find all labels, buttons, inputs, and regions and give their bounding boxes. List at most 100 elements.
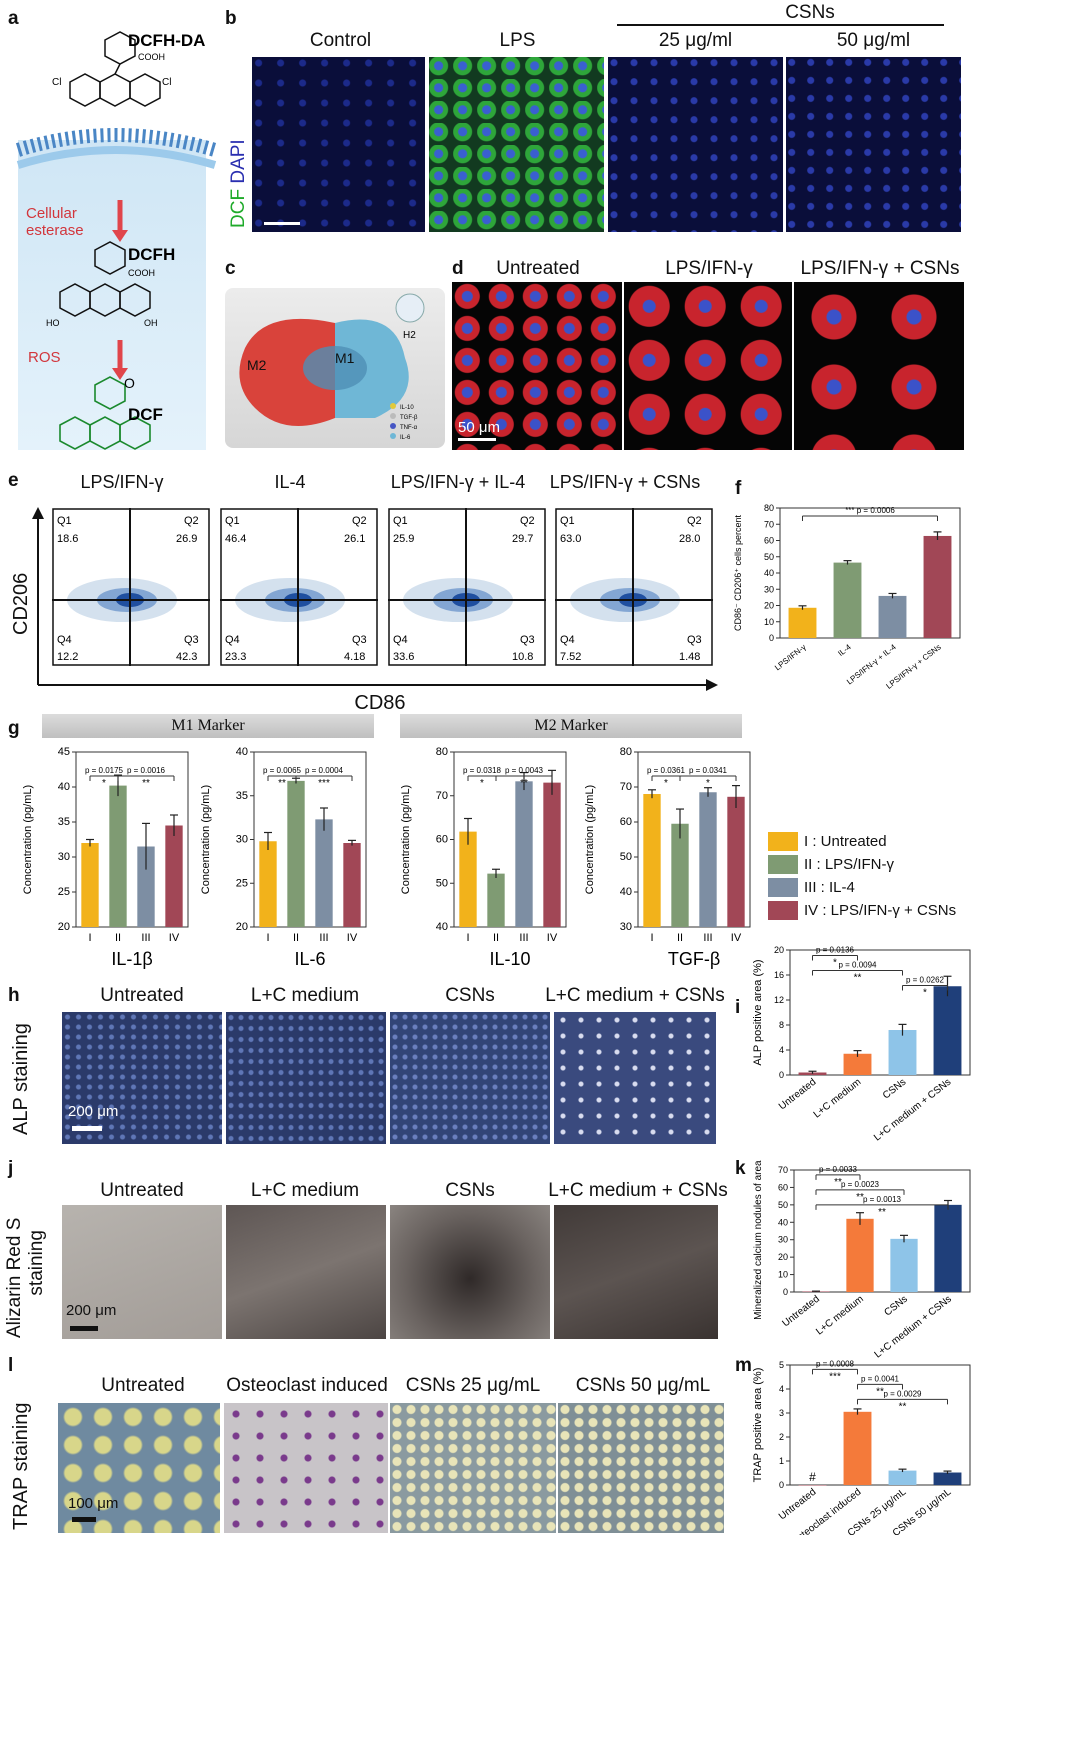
fluor-image-csns-50 bbox=[786, 57, 961, 232]
sig-stars: * bbox=[102, 778, 106, 789]
csns-header: CSNs bbox=[785, 2, 835, 23]
x-axis-label: IL-1β bbox=[111, 949, 152, 969]
quadrant-value: 63.0 bbox=[560, 533, 581, 545]
quadrant-value: 28.0 bbox=[679, 533, 700, 545]
cl-label: Cl bbox=[52, 77, 61, 88]
x-tick-label: Untreated bbox=[777, 1077, 818, 1113]
h-col-label: L+C medium bbox=[250, 985, 360, 1006]
trap-image-osteoclast bbox=[224, 1403, 388, 1533]
h-col-label: L+C medium + CSNs bbox=[545, 985, 725, 1006]
o-label: O bbox=[124, 375, 135, 391]
bar bbox=[788, 607, 817, 638]
bar bbox=[843, 1053, 872, 1075]
quadrant-label: Q4 bbox=[393, 634, 408, 646]
e-xlabel: CD86 bbox=[354, 692, 406, 714]
y-tick-label: 1 bbox=[779, 1456, 784, 1466]
sig-stars: *** bbox=[829, 1371, 841, 1382]
x-axis-label: TGF-β bbox=[668, 949, 720, 969]
y-tick-label: 0 bbox=[783, 1287, 788, 1297]
quadrant-value: 25.9 bbox=[393, 533, 414, 545]
quadrant-label: Q2 bbox=[687, 515, 702, 527]
nucleus bbox=[303, 346, 367, 390]
quadrant-label: Q1 bbox=[560, 515, 575, 527]
x-tick-label: L+C medium bbox=[814, 1294, 866, 1338]
bar bbox=[890, 1238, 918, 1292]
x-tick-label: CSNs bbox=[881, 1077, 908, 1102]
x-tick-label: IV bbox=[169, 932, 180, 944]
alizarin-image-lc bbox=[226, 1205, 386, 1339]
p-value: p = 0.0043 bbox=[505, 766, 544, 775]
sig-stars: ** bbox=[834, 1177, 842, 1188]
cl-label: Cl bbox=[162, 77, 171, 88]
sig-stars: *** bbox=[318, 778, 330, 789]
h-col-label: CSNs bbox=[445, 985, 495, 1006]
x-tick-label: II bbox=[293, 932, 299, 944]
y-tick-label: 40 bbox=[436, 921, 448, 933]
j-side-line1: Alizarin Red S bbox=[4, 1217, 25, 1338]
panel-l-letter: l bbox=[8, 1355, 14, 1376]
quadrant-value: 46.4 bbox=[225, 533, 246, 545]
p-value: p = 0.0094 bbox=[838, 961, 877, 970]
bar bbox=[727, 796, 745, 927]
p-value: p = 0.0262 bbox=[906, 976, 945, 985]
fluor-image-lps bbox=[429, 57, 604, 232]
quadrant-value: 10.8 bbox=[512, 651, 533, 663]
h-side-label: ALP staining bbox=[10, 1023, 32, 1135]
p-value: p = 0.0341 bbox=[689, 766, 728, 775]
trap-image-csns-25 bbox=[390, 1403, 556, 1533]
y-tick-label: 20 bbox=[58, 921, 70, 933]
y-tick-label: 30 bbox=[236, 834, 248, 846]
p-value: *** p = 0.0006 bbox=[845, 506, 895, 515]
no-data-marker: # bbox=[809, 1470, 816, 1484]
bar bbox=[515, 781, 533, 927]
flow-plot: Q1 18.6 Q2 26.9 Q4 12.2 Q3 42.3 bbox=[52, 508, 210, 666]
bar bbox=[888, 1030, 917, 1075]
quadrant-value: 4.18 bbox=[344, 651, 365, 663]
quadrant-value: 29.7 bbox=[512, 533, 533, 545]
panel-d-letter: d bbox=[452, 258, 464, 279]
quadrant-label: Q1 bbox=[393, 515, 408, 527]
m1-marker-header: M1 Marker bbox=[42, 714, 374, 738]
bar bbox=[934, 1204, 962, 1292]
dcf-side-label: DCF DAPI bbox=[228, 139, 250, 228]
x-tick-label: III bbox=[519, 932, 528, 944]
j-col-label: L+C medium + CSNs bbox=[548, 1180, 728, 1201]
cell-membrane bbox=[15, 128, 218, 169]
l-scale-label: 100 μm bbox=[68, 1495, 119, 1512]
bar bbox=[109, 785, 127, 927]
x-tick-label: I bbox=[466, 932, 469, 944]
quadrant-label: Q3 bbox=[687, 634, 702, 646]
quadrant-label: Q4 bbox=[57, 634, 72, 646]
x-tick-label: Untreated bbox=[777, 1487, 818, 1523]
panel-f-letter: f bbox=[735, 478, 742, 499]
l-col-label: CSNs 25 μg/mL bbox=[405, 1375, 541, 1396]
y-tick-label: 4 bbox=[779, 1045, 784, 1055]
b-col-label: 50 μg/ml bbox=[836, 30, 911, 51]
y-tick-label: 5 bbox=[779, 1360, 784, 1370]
legend-dot bbox=[390, 413, 396, 419]
y-tick-label: 45 bbox=[58, 746, 70, 758]
esterase-label: Cellular esterase bbox=[26, 205, 84, 239]
quadrant-label: Q4 bbox=[225, 634, 240, 646]
quadrant-value: 18.6 bbox=[57, 533, 78, 545]
j-col-label: L+C medium bbox=[250, 1180, 360, 1201]
quadrant-value: 26.1 bbox=[344, 533, 365, 545]
bar bbox=[459, 831, 477, 927]
h2-label: H2 bbox=[403, 330, 416, 341]
l-col-label: Osteoclast induced bbox=[226, 1375, 388, 1396]
j-scale-bar bbox=[70, 1326, 98, 1331]
h-scale-label: 200 μm bbox=[68, 1103, 119, 1120]
legend-item: I : Untreated bbox=[768, 830, 956, 853]
b-col-label: LPS bbox=[499, 30, 536, 51]
y-tick-label: 50 bbox=[764, 552, 774, 562]
flow-plot-title: IL-4 bbox=[274, 472, 306, 492]
x-tick-label: L+C medium + CSNs bbox=[873, 1294, 954, 1358]
bar bbox=[343, 843, 361, 927]
x-tick-label: L+C medium + CSNs bbox=[872, 1077, 953, 1144]
d-scale-bar bbox=[458, 438, 496, 441]
y-tick-label: 10 bbox=[764, 617, 774, 627]
quadrant-value: 42.3 bbox=[176, 651, 197, 663]
